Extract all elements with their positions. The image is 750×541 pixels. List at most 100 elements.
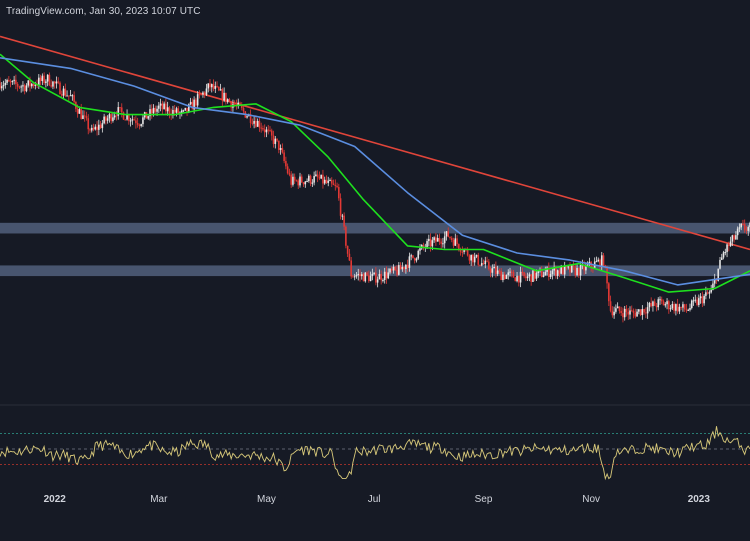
candle	[653, 298, 656, 307]
candle	[378, 269, 381, 280]
candle	[27, 80, 30, 88]
candle	[332, 179, 335, 186]
candle	[616, 302, 619, 309]
candle	[627, 307, 630, 320]
candle	[341, 213, 344, 221]
candle	[39, 74, 42, 85]
candle	[355, 271, 358, 279]
candle	[108, 112, 111, 123]
candle	[94, 124, 97, 131]
candle	[140, 123, 142, 128]
candle	[309, 174, 312, 187]
candle	[385, 266, 388, 284]
candle	[0, 81, 3, 92]
rsi-line	[0, 426, 750, 481]
candle	[482, 259, 485, 265]
candle	[440, 238, 442, 250]
candle	[461, 246, 464, 257]
candle	[680, 306, 682, 311]
candle	[30, 82, 33, 89]
candle	[733, 234, 735, 243]
candle	[292, 173, 294, 187]
price-candles	[0, 72, 750, 323]
candle	[249, 109, 252, 128]
candle	[300, 174, 303, 184]
candle	[165, 98, 167, 116]
candle	[198, 90, 201, 99]
candle	[142, 114, 144, 127]
candle	[265, 126, 268, 138]
candle	[692, 296, 695, 306]
candle	[544, 266, 547, 276]
candle	[406, 259, 409, 273]
candle	[479, 264, 481, 267]
candle	[495, 261, 497, 278]
candle	[685, 303, 688, 313]
candle	[394, 266, 397, 271]
candle	[369, 271, 372, 282]
candle	[15, 74, 17, 90]
candle	[278, 140, 280, 154]
zone-2	[0, 265, 750, 277]
zone-1	[0, 222, 750, 234]
candle	[283, 149, 285, 164]
candle	[676, 298, 679, 314]
candle	[678, 303, 681, 315]
candle	[9, 78, 12, 88]
candle	[68, 95, 70, 101]
candle	[694, 294, 697, 303]
candle	[352, 274, 354, 278]
candle	[323, 176, 326, 185]
candle	[519, 266, 522, 288]
candle	[251, 118, 254, 126]
candle	[442, 237, 444, 248]
candle	[698, 294, 700, 308]
candle	[172, 105, 174, 119]
candle	[445, 231, 448, 241]
candle	[82, 110, 84, 120]
x-tick-label: Sep	[474, 494, 493, 505]
candle	[731, 234, 734, 247]
candle	[87, 114, 90, 135]
candle	[620, 306, 622, 316]
candle	[484, 256, 487, 269]
candle	[306, 178, 308, 183]
candle	[25, 83, 28, 93]
candle	[623, 305, 626, 321]
candle	[129, 117, 132, 127]
candle	[480, 257, 483, 267]
candle	[71, 94, 74, 101]
candle	[318, 171, 321, 181]
candle	[235, 99, 238, 110]
candle	[518, 275, 520, 287]
candle	[618, 306, 621, 314]
candle	[219, 83, 222, 91]
candle	[103, 113, 105, 125]
candle	[120, 103, 123, 118]
candle	[613, 306, 615, 319]
candle	[646, 301, 649, 319]
candle	[214, 81, 217, 94]
candle	[350, 256, 352, 279]
candle	[210, 83, 213, 93]
candle	[542, 271, 545, 278]
candle	[348, 248, 351, 261]
candle	[149, 104, 151, 121]
candle	[389, 267, 391, 275]
candle	[683, 303, 686, 312]
candle	[428, 234, 430, 247]
candle	[92, 123, 95, 132]
candle	[256, 118, 259, 127]
candle	[133, 116, 135, 121]
candle	[606, 265, 608, 289]
candle	[168, 105, 171, 119]
x-tick-label: 2023	[687, 494, 710, 505]
candle	[179, 111, 181, 119]
candle	[675, 303, 677, 316]
candle	[528, 272, 531, 282]
candle	[272, 130, 275, 148]
candle	[632, 308, 635, 319]
candle	[548, 262, 550, 281]
